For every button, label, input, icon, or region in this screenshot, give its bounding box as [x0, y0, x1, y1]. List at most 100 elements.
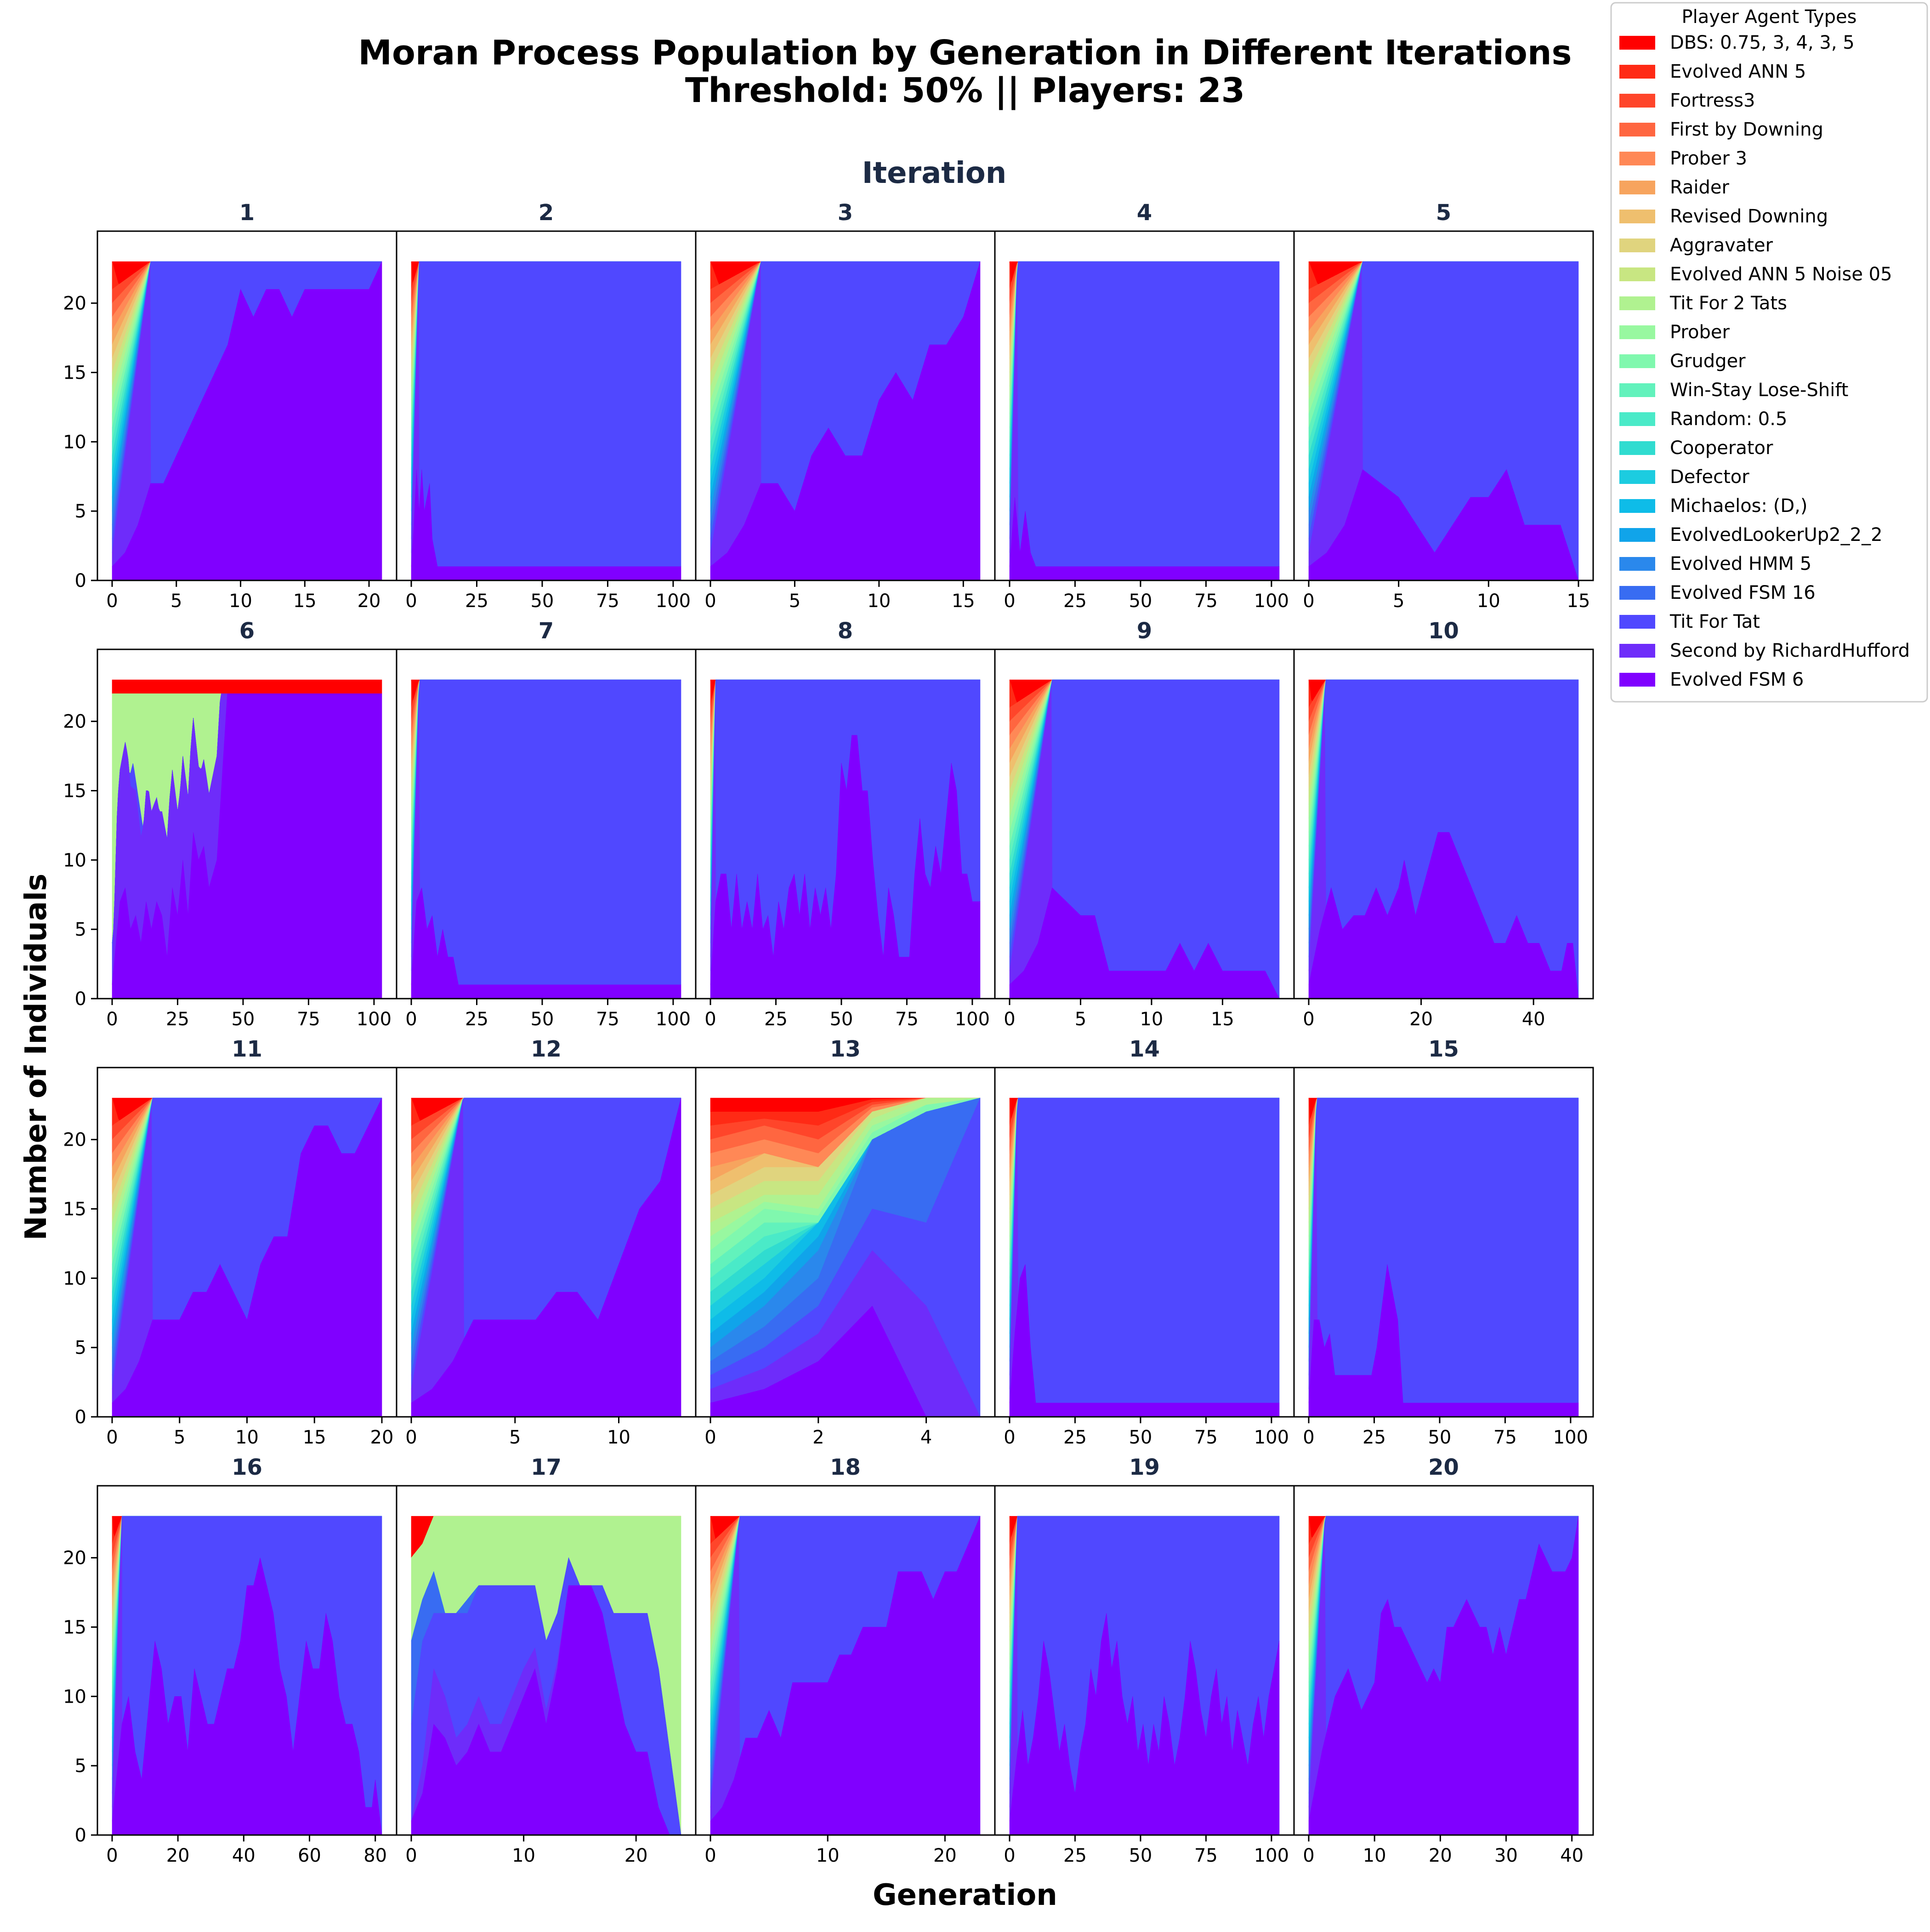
- x-tick-label: 10: [235, 1427, 259, 1448]
- x-tick-label: 50: [1428, 1427, 1451, 1448]
- x-tick-label: 0: [1004, 1009, 1015, 1030]
- x-tick-label: 20: [166, 1845, 190, 1866]
- panel-16: 16 0 20 40 60 80 0 5 10 15 20: [63, 1455, 397, 1866]
- iteration-label: 1: [239, 200, 255, 226]
- area-tit-for-tat: [1308, 1097, 1579, 1404]
- x-tick-label: 20: [370, 1427, 394, 1448]
- x-tick-label: 50: [530, 591, 554, 612]
- iteration-label: 2: [539, 200, 554, 226]
- x-tick-label: 20: [624, 1845, 648, 1866]
- panel-6: 6 0 25 50 75 100 0 5 10 15 20: [63, 618, 397, 1030]
- legend-label-evolvedlookerup2-2-2: EvolvedLookerUp2_2_2: [1670, 524, 1883, 546]
- legend-label-fortress3: Fortress3: [1670, 90, 1755, 111]
- legend-label-evolved-fsm-16: Evolved FSM 16: [1670, 582, 1816, 603]
- x-tick-label: 15: [1567, 591, 1590, 612]
- x-tick-label: 15: [1211, 1009, 1234, 1030]
- x-tick-label: 10: [1363, 1845, 1386, 1866]
- x-tick-label: 20: [358, 591, 381, 612]
- legend-swatch-first-by-downing: [1619, 123, 1655, 136]
- legend-swatch-evolved-ann-5-noise-05: [1619, 267, 1655, 281]
- x-tick-label: 0: [405, 1427, 417, 1448]
- iteration-label: 11: [232, 1036, 262, 1062]
- x-tick-label: 75: [1194, 1845, 1218, 1866]
- legend-label-random-0-5: Random: 0.5: [1670, 409, 1787, 430]
- x-tick-label: 0: [1004, 591, 1015, 612]
- x-tick-label: 100: [656, 1009, 691, 1030]
- x-tick-label: 10: [607, 1427, 630, 1448]
- x-tick-label: 100: [656, 591, 691, 612]
- legend-swatch-tit-for-tat: [1619, 615, 1655, 629]
- x-tick-label: 75: [596, 591, 619, 612]
- iteration-label: 5: [1436, 200, 1451, 226]
- legend-swatch-random-0-5: [1619, 412, 1655, 426]
- y-tick-label: 15: [63, 1199, 86, 1220]
- x-tick-label: 5: [789, 591, 800, 612]
- panel-12: 12 0 5 10: [396, 1036, 697, 1448]
- chart-title-line1: Moran Process Population by Generation i…: [358, 33, 1572, 73]
- x-tick-label: 50: [231, 1009, 255, 1030]
- x-tick-label: 75: [1493, 1427, 1517, 1448]
- legend-label-evolved-hmm-5: Evolved HMM 5: [1670, 553, 1811, 574]
- x-tick-label: 5: [174, 1427, 185, 1448]
- legend-title: Player Agent Types: [1681, 6, 1856, 28]
- x-tick-label: 25: [1063, 591, 1087, 612]
- x-tick-label: 0: [704, 1427, 716, 1448]
- x-tick-label: 0: [704, 1009, 716, 1030]
- x-tick-label: 20: [1429, 1845, 1452, 1866]
- iteration-label: 13: [830, 1036, 861, 1062]
- x-tick-label: 0: [1303, 1009, 1314, 1030]
- iteration-label: 8: [838, 618, 853, 644]
- x-tick-label: 20: [1409, 1009, 1433, 1030]
- panel-4: 4 0 25 50 75 100: [994, 200, 1295, 612]
- legend-swatch-defector: [1619, 470, 1655, 484]
- panel-18: 18 0 10 20: [695, 1455, 996, 1866]
- legend-swatch-raider: [1619, 181, 1655, 194]
- y-tick-label: 5: [75, 1337, 86, 1358]
- legend-label-evolved-fsm-6: Evolved FSM 6: [1670, 669, 1804, 690]
- chart-supertitle: Iteration: [862, 156, 1007, 190]
- legend-label-revised-downing: Revised Downing: [1670, 206, 1828, 227]
- legend-swatch-aggravater: [1619, 239, 1655, 252]
- legend-swatch-fortress3: [1619, 94, 1655, 108]
- legend-swatch-second-by-richardhufford: [1619, 644, 1655, 658]
- y-tick-label: 5: [75, 919, 86, 940]
- iteration-label: 6: [239, 618, 255, 644]
- x-tick-label: 40: [1522, 1009, 1545, 1030]
- x-tick-label: 10: [867, 591, 891, 612]
- x-tick-label: 100: [1254, 1427, 1289, 1448]
- chart-title-line2: Threshold: 50% || Players: 23: [685, 71, 1245, 110]
- panel-19: 19 0 25 50 75 100: [994, 1455, 1295, 1866]
- panel-11: 11 0 5 10 15 20 0 5 10 15 20: [63, 1036, 397, 1448]
- iteration-label: 15: [1428, 1036, 1459, 1062]
- panel-9: 9 0 5 10 15: [994, 618, 1295, 1030]
- y-tick-label: 0: [75, 570, 86, 591]
- iteration-label: 18: [830, 1455, 861, 1480]
- y-tick-label: 5: [75, 1756, 86, 1777]
- x-tick-label: 100: [1254, 591, 1289, 612]
- x-tick-label: 0: [405, 1845, 417, 1866]
- y-tick-label: 10: [63, 1686, 86, 1707]
- iteration-label: 17: [531, 1455, 562, 1480]
- iteration-label: 4: [1137, 200, 1152, 226]
- iteration-label: 19: [1129, 1455, 1160, 1480]
- x-tick-label: 0: [106, 1845, 118, 1866]
- y-tick-label: 20: [63, 711, 86, 733]
- x-tick-label: 25: [1063, 1845, 1087, 1866]
- panel-10: 10 0 20 40: [1293, 618, 1594, 1030]
- iteration-label: 9: [1137, 618, 1152, 644]
- y-tick-label: 0: [75, 1407, 86, 1428]
- legend-swatch-prober: [1619, 325, 1655, 339]
- y-tick-label: 20: [63, 1548, 86, 1569]
- legend-swatch-dbs-0-75-3-4-3-5: [1619, 36, 1655, 50]
- y-tick-label: 20: [63, 293, 86, 314]
- panel-7: 7 0 25 50 75 100: [396, 618, 697, 1030]
- y-tick-label: 20: [63, 1130, 86, 1151]
- x-tick-label: 40: [232, 1845, 255, 1866]
- x-tick-label: 0: [106, 591, 118, 612]
- panel-15: 15 0 25 50 75 100: [1293, 1036, 1594, 1448]
- y-tick-label: 0: [75, 1825, 86, 1846]
- panel-5: 5 0 5 10 15: [1293, 200, 1594, 612]
- y-tick-label: 15: [63, 1617, 86, 1638]
